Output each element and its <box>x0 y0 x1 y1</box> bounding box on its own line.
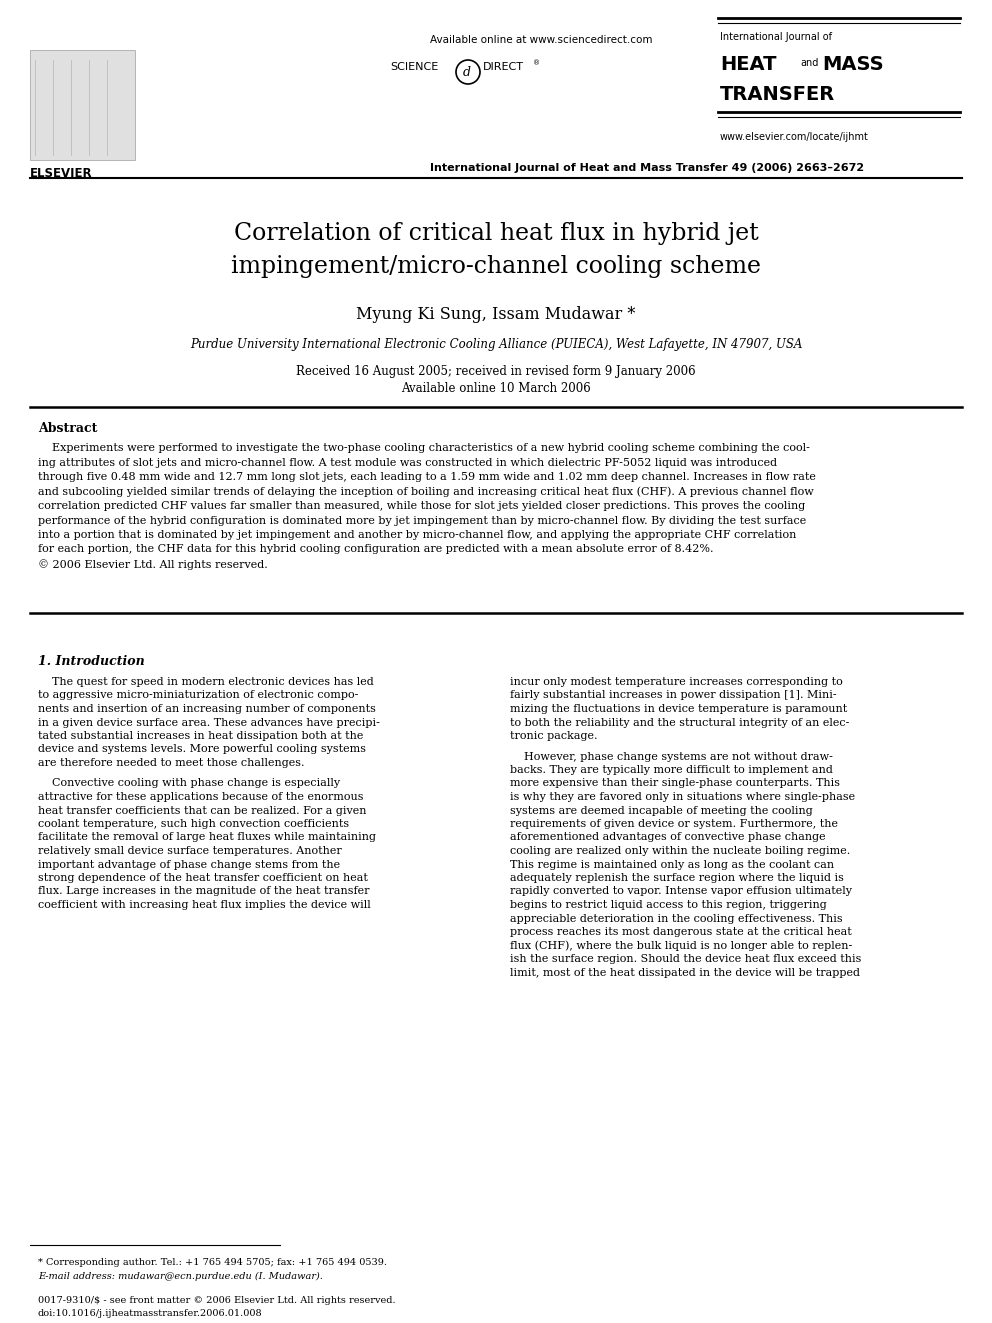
Text: cooling are realized only within the nucleate boiling regime.: cooling are realized only within the nuc… <box>510 845 850 856</box>
Text: This regime is maintained only as long as the coolant can: This regime is maintained only as long a… <box>510 860 834 869</box>
Text: device and systems levels. More powerful cooling systems: device and systems levels. More powerful… <box>38 745 366 754</box>
Text: TRANSFER: TRANSFER <box>720 85 835 105</box>
Text: to aggressive micro-miniaturization of electronic compo-: to aggressive micro-miniaturization of e… <box>38 691 358 700</box>
Text: incur only modest temperature increases corresponding to: incur only modest temperature increases … <box>510 677 843 687</box>
Text: performance of the hybrid configuration is dominated more by jet impingement tha: performance of the hybrid configuration … <box>38 516 806 525</box>
Text: Available online 10 March 2006: Available online 10 March 2006 <box>401 382 591 396</box>
Text: important advantage of phase change stems from the: important advantage of phase change stem… <box>38 860 340 869</box>
Text: and subcooling yielded similar trends of delaying the inception of boiling and i: and subcooling yielded similar trends of… <box>38 487 813 497</box>
Text: Available online at www.sciencedirect.com: Available online at www.sciencedirect.co… <box>430 34 653 45</box>
Text: facilitate the removal of large heat fluxes while maintaining: facilitate the removal of large heat flu… <box>38 832 376 843</box>
Text: Purdue University International Electronic Cooling Alliance (PUIECA), West Lafay: Purdue University International Electron… <box>189 337 803 351</box>
Text: is why they are favored only in situations where single-phase: is why they are favored only in situatio… <box>510 792 855 802</box>
Text: are therefore needed to meet those challenges.: are therefore needed to meet those chall… <box>38 758 305 767</box>
Text: HEAT: HEAT <box>720 56 777 74</box>
Text: 1. Introduction: 1. Introduction <box>38 655 145 668</box>
Text: Received 16 August 2005; received in revised form 9 January 2006: Received 16 August 2005; received in rev… <box>297 365 695 378</box>
Text: E-mail address: mudawar@ecn.purdue.edu (I. Mudawar).: E-mail address: mudawar@ecn.purdue.edu (… <box>38 1271 322 1281</box>
Text: Myung Ki Sung, Issam Mudawar *: Myung Ki Sung, Issam Mudawar * <box>356 306 636 323</box>
Text: appreciable deterioration in the cooling effectiveness. This: appreciable deterioration in the cooling… <box>510 913 842 923</box>
Text: nents and insertion of an increasing number of components: nents and insertion of an increasing num… <box>38 704 376 714</box>
Text: mizing the fluctuations in device temperature is paramount: mizing the fluctuations in device temper… <box>510 704 847 714</box>
Bar <box>30 50 135 160</box>
Text: ELSEVIER: ELSEVIER <box>30 167 92 180</box>
Text: in a given device surface area. These advances have precipi-: in a given device surface area. These ad… <box>38 717 380 728</box>
Text: International Journal of: International Journal of <box>720 32 832 42</box>
Text: Abstract: Abstract <box>38 422 97 435</box>
Text: The quest for speed in modern electronic devices has led: The quest for speed in modern electronic… <box>38 677 374 687</box>
Text: tronic package.: tronic package. <box>510 732 597 741</box>
Text: limit, most of the heat dissipated in the device will be trapped: limit, most of the heat dissipated in th… <box>510 967 860 978</box>
Text: through five 0.48 mm wide and 12.7 mm long slot jets, each leading to a 1.59 mm : through five 0.48 mm wide and 12.7 mm lo… <box>38 472 815 482</box>
Text: impingement/micro-channel cooling scheme: impingement/micro-channel cooling scheme <box>231 255 761 278</box>
Text: rapidly converted to vapor. Intense vapor effusion ultimately: rapidly converted to vapor. Intense vapo… <box>510 886 852 897</box>
Text: However, phase change systems are not without draw-: However, phase change systems are not wi… <box>510 751 833 762</box>
Text: 0017-9310/$ - see front matter © 2006 Elsevier Ltd. All rights reserved.: 0017-9310/$ - see front matter © 2006 El… <box>38 1297 396 1304</box>
Text: and: and <box>800 58 818 67</box>
Text: flux (CHF), where the bulk liquid is no longer able to replen-: flux (CHF), where the bulk liquid is no … <box>510 941 852 951</box>
Text: Experiments were performed to investigate the two-phase cooling characteristics : Experiments were performed to investigat… <box>38 443 809 452</box>
Text: heat transfer coefficients that can be realized. For a given: heat transfer coefficients that can be r… <box>38 806 366 815</box>
Text: coefficient with increasing heat flux implies the device will: coefficient with increasing heat flux im… <box>38 900 371 910</box>
Text: tated substantial increases in heat dissipation both at the: tated substantial increases in heat diss… <box>38 732 363 741</box>
Text: more expensive than their single-phase counterparts. This: more expensive than their single-phase c… <box>510 778 840 789</box>
Text: to both the reliability and the structural integrity of an elec-: to both the reliability and the structur… <box>510 717 849 728</box>
Text: fairly substantial increases in power dissipation [1]. Mini-: fairly substantial increases in power di… <box>510 691 836 700</box>
Text: ®: ® <box>533 60 540 66</box>
Text: into a portion that is dominated by jet impingement and another by micro-channel: into a portion that is dominated by jet … <box>38 531 797 540</box>
Text: adequately replenish the surface region where the liquid is: adequately replenish the surface region … <box>510 873 844 882</box>
Text: doi:10.1016/j.ijheatmasstransfer.2006.01.008: doi:10.1016/j.ijheatmasstransfer.2006.01… <box>38 1308 263 1318</box>
Text: for each portion, the CHF data for this hybrid cooling configuration are predict: for each portion, the CHF data for this … <box>38 545 713 554</box>
Text: www.elsevier.com/locate/ijhmt: www.elsevier.com/locate/ijhmt <box>720 132 869 142</box>
Text: requirements of given device or system. Furthermore, the: requirements of given device or system. … <box>510 819 838 830</box>
Text: begins to restrict liquid access to this region, triggering: begins to restrict liquid access to this… <box>510 900 826 910</box>
Text: process reaches its most dangerous state at the critical heat: process reaches its most dangerous state… <box>510 927 852 937</box>
Text: flux. Large increases in the magnitude of the heat transfer: flux. Large increases in the magnitude o… <box>38 886 369 897</box>
Text: strong dependence of the heat transfer coefficient on heat: strong dependence of the heat transfer c… <box>38 873 368 882</box>
Text: International Journal of Heat and Mass Transfer 49 (2006) 2663–2672: International Journal of Heat and Mass T… <box>430 163 864 173</box>
Text: Correlation of critical heat flux in hybrid jet: Correlation of critical heat flux in hyb… <box>234 222 758 245</box>
Text: © 2006 Elsevier Ltd. All rights reserved.: © 2006 Elsevier Ltd. All rights reserved… <box>38 560 268 570</box>
Text: aforementioned advantages of convective phase change: aforementioned advantages of convective … <box>510 832 825 843</box>
Text: backs. They are typically more difficult to implement and: backs. They are typically more difficult… <box>510 765 833 775</box>
Text: systems are deemed incapable of meeting the cooling: systems are deemed incapable of meeting … <box>510 806 812 815</box>
Text: coolant temperature, such high convection coefficients: coolant temperature, such high convectio… <box>38 819 349 830</box>
Text: MASS: MASS <box>822 56 884 74</box>
Text: SCIENCE: SCIENCE <box>390 62 438 71</box>
Text: attractive for these applications because of the enormous: attractive for these applications becaus… <box>38 792 363 802</box>
Text: * Corresponding author. Tel.: +1 765 494 5705; fax: +1 765 494 0539.: * Corresponding author. Tel.: +1 765 494… <box>38 1258 387 1267</box>
Text: d: d <box>463 66 471 79</box>
Text: correlation predicted CHF values far smaller than measured, while those for slot: correlation predicted CHF values far sma… <box>38 501 806 511</box>
Text: relatively small device surface temperatures. Another: relatively small device surface temperat… <box>38 845 342 856</box>
Text: ing attributes of slot jets and micro-channel flow. A test module was constructe: ing attributes of slot jets and micro-ch… <box>38 458 777 467</box>
Text: Convective cooling with phase change is especially: Convective cooling with phase change is … <box>38 778 340 789</box>
Text: ish the surface region. Should the device heat flux exceed this: ish the surface region. Should the devic… <box>510 954 861 964</box>
Text: DIRECT: DIRECT <box>483 62 524 71</box>
